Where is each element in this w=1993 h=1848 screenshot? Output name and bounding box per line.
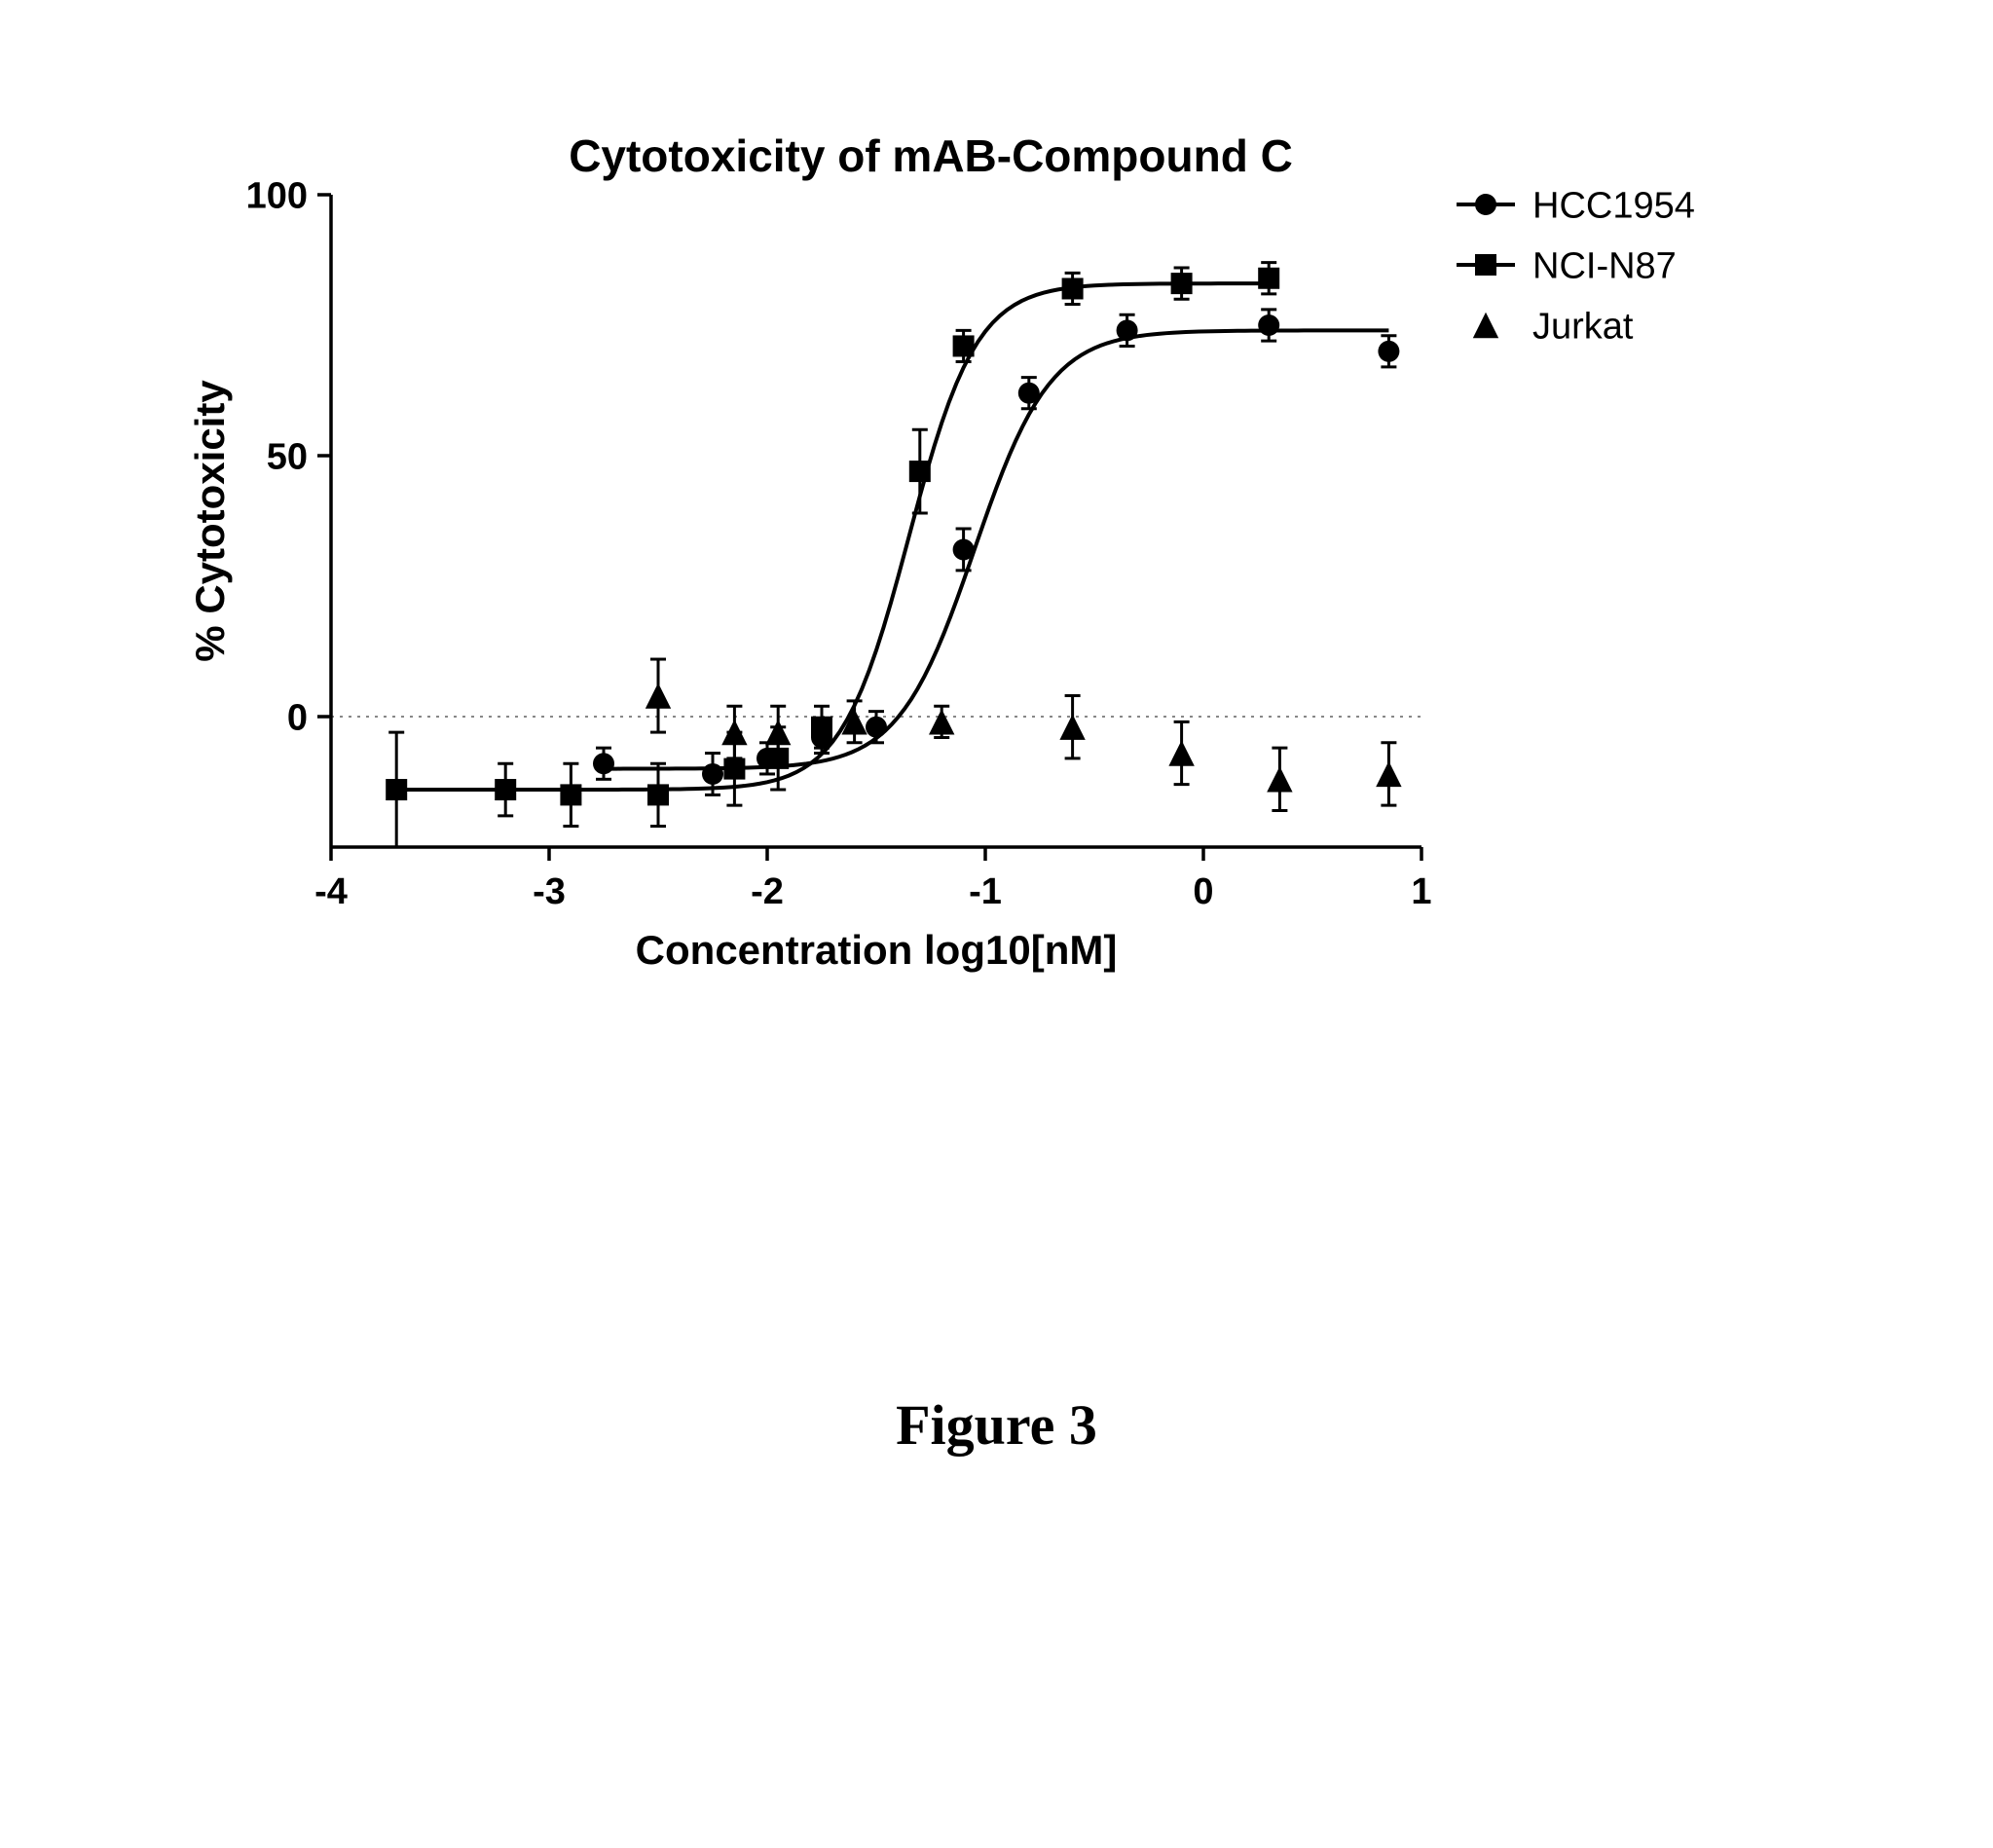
svg-text:1: 1 xyxy=(1411,871,1431,912)
svg-text:NCI-N87: NCI-N87 xyxy=(1532,245,1677,286)
svg-text:Concentration log10[nM]: Concentration log10[nM] xyxy=(636,927,1118,973)
svg-text:-2: -2 xyxy=(751,871,784,912)
svg-text:-4: -4 xyxy=(314,871,348,912)
svg-text:0: 0 xyxy=(287,697,308,738)
svg-text:Jurkat: Jurkat xyxy=(1532,306,1634,347)
svg-text:-3: -3 xyxy=(533,871,566,912)
svg-text:100: 100 xyxy=(246,175,308,216)
page: -4 -3 -2 -1 0 1 0 50 100 Cytotoxicity of mAB-Comp… xyxy=(0,0,1993,1848)
cytotoxicity-chart: -4 -3 -2 -1 0 1 0 50 100 Cytotoxicity of mAB-Comp… xyxy=(175,117,1811,993)
svg-text:-1: -1 xyxy=(969,871,1002,912)
svg-text:HCC1954: HCC1954 xyxy=(1532,185,1695,226)
svg-text:50: 50 xyxy=(267,436,308,477)
svg-text:% Cytotoxicity: % Cytotoxicity xyxy=(187,380,233,662)
chart-svg: -4 -3 -2 -1 0 1 0 50 100 Cytotoxicity of mAB-Comp… xyxy=(175,117,1811,993)
figure-caption: Figure 3 xyxy=(0,1392,1993,1458)
svg-text:Cytotoxicity of mAB-Compound C: Cytotoxicity of mAB-Compound C xyxy=(569,130,1293,181)
svg-text:0: 0 xyxy=(1193,871,1213,912)
